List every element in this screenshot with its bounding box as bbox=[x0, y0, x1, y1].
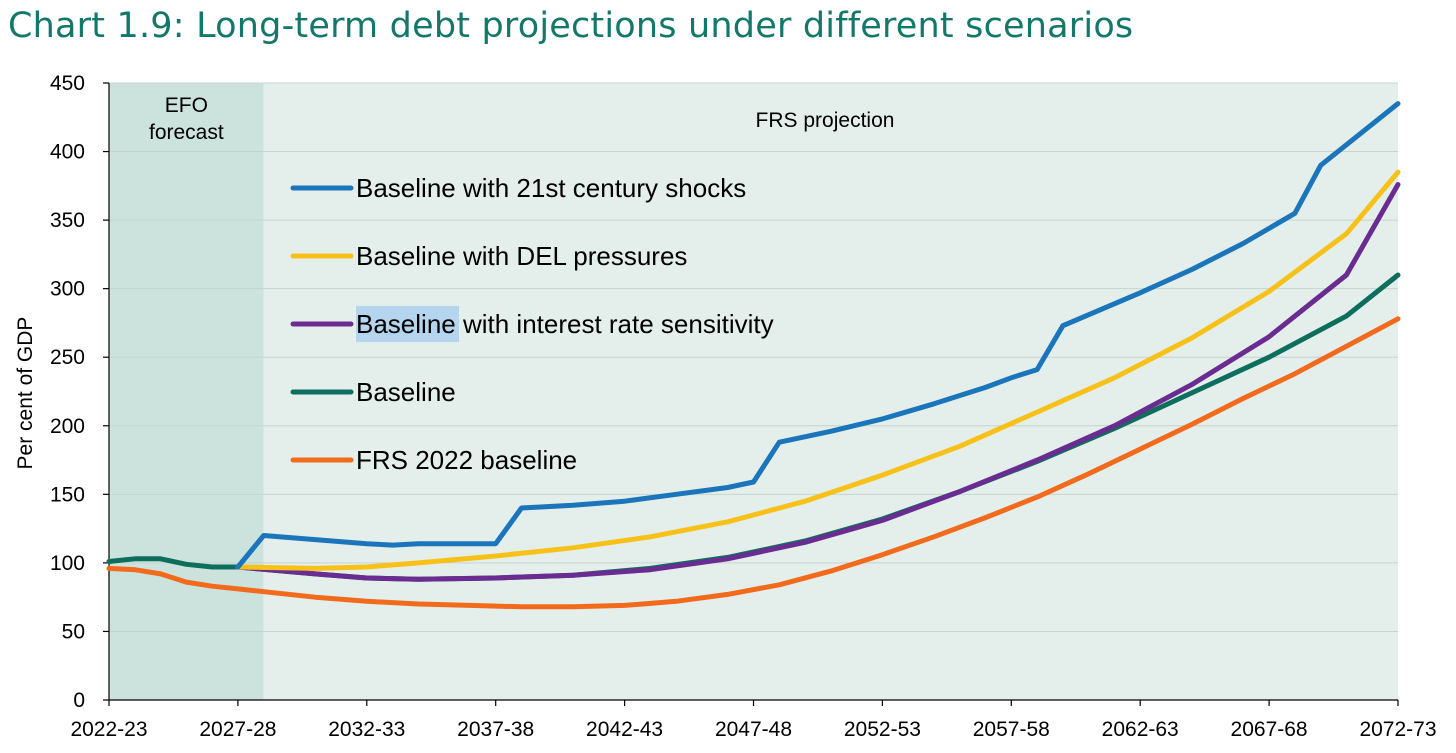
legend-label: FRS 2022 baseline bbox=[356, 445, 577, 475]
x-tick-label: 2047-48 bbox=[715, 718, 792, 741]
y-tick-label: 450 bbox=[50, 72, 85, 95]
y-tick-label: 150 bbox=[50, 483, 85, 506]
series-line-baseline-with-del-pressures bbox=[235, 169, 1401, 571]
x-tick-label: 2042-43 bbox=[586, 718, 663, 741]
y-tick-label: 400 bbox=[50, 141, 85, 164]
x-tick-label: 2032-33 bbox=[328, 718, 405, 741]
frs-projection-label: FRS projection bbox=[756, 109, 895, 132]
y-tick-label: 200 bbox=[50, 415, 85, 438]
series-lines bbox=[106, 101, 1401, 610]
series-line-baseline-with-interest-rate-sensitivity bbox=[235, 182, 1401, 582]
text-selection-highlight bbox=[356, 306, 459, 342]
legend-label: Baseline with interest rate sensitivity bbox=[356, 309, 774, 339]
region-band-0 bbox=[109, 83, 264, 700]
legend-label: Baseline with DEL pressures bbox=[356, 241, 687, 271]
x-tick-label: 2022-23 bbox=[70, 718, 147, 741]
region-band-1 bbox=[263, 83, 1399, 700]
legend-label: Baseline with 21st century shocks bbox=[356, 173, 746, 203]
y-tick-label: 0 bbox=[73, 689, 85, 712]
x-tick-label: 2027-28 bbox=[199, 718, 276, 741]
series-line-frs-2022-baseline bbox=[106, 316, 1401, 610]
axes: 0 50 100 150 200 250 300 350 400 450 2022-23 2027-2… bbox=[50, 72, 1437, 741]
y-tick-label: 300 bbox=[50, 278, 85, 301]
x-tick-label: 2037-38 bbox=[457, 718, 534, 741]
y-tick-label: 100 bbox=[50, 552, 85, 575]
efo-forecast-label: forecast bbox=[149, 121, 224, 144]
y-tick-label: 350 bbox=[50, 209, 85, 232]
x-tick-label: 2052-53 bbox=[844, 718, 921, 741]
chart-title: Chart 1.9: Long-term debt projections un… bbox=[8, 6, 1134, 46]
efo-forecast-label: EFO bbox=[165, 94, 208, 117]
x-tick-label: 2057-58 bbox=[973, 718, 1050, 741]
x-tick-label: 2067-68 bbox=[1231, 718, 1308, 741]
legend-label: Baseline bbox=[356, 377, 456, 407]
x-tick-label: 2062-63 bbox=[1102, 718, 1179, 741]
legend: Baseline with 21st century shocks Baselin… bbox=[290, 173, 774, 475]
x-tick-label: 2072-73 bbox=[1359, 718, 1436, 741]
y-tick-label: 50 bbox=[62, 620, 85, 643]
y-axis-title: Per cent of GDP bbox=[14, 317, 37, 470]
region-bands bbox=[109, 83, 1399, 700]
series-line-baseline-with-21st-century-shocks bbox=[235, 101, 1401, 570]
region-labels: EFO forecast FRS projection bbox=[149, 94, 894, 144]
y-tick-label: 250 bbox=[50, 346, 85, 369]
